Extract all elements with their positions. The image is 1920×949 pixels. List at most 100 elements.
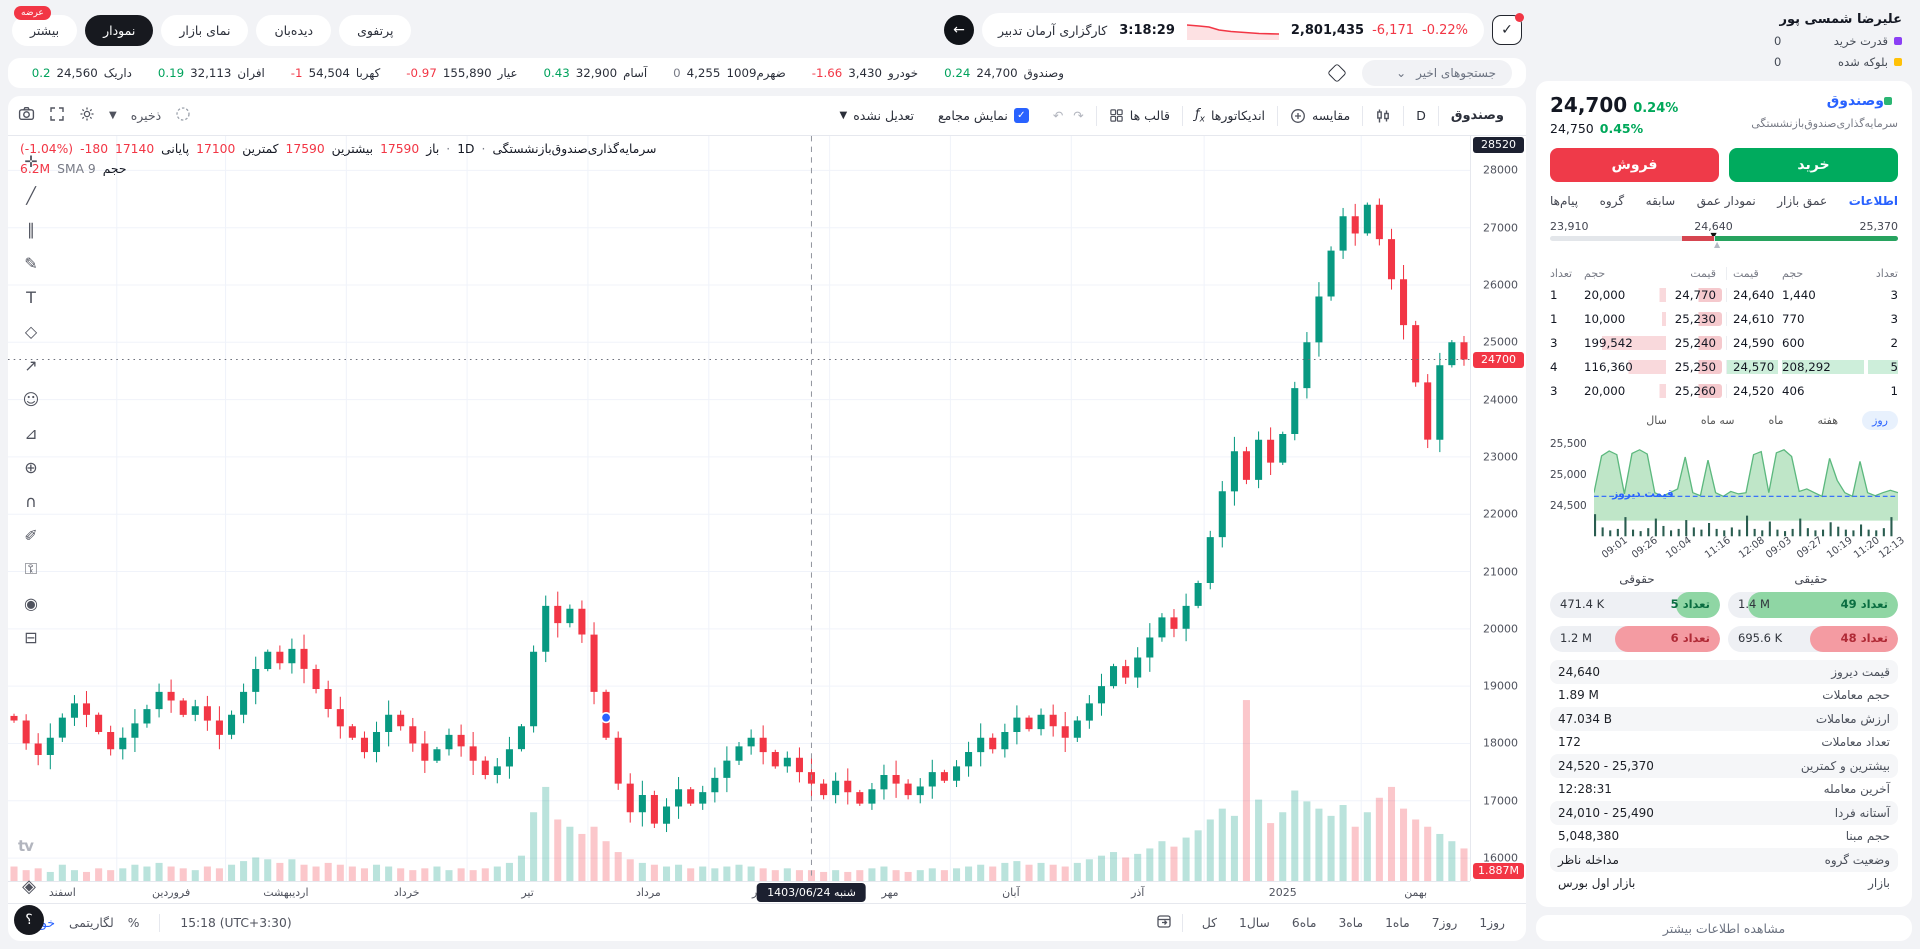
chart-symbol[interactable]: وصندوق (1450, 108, 1504, 123)
order-book-row[interactable]: 3 1,440 24,640 24,770 20,000 1 (1550, 283, 1898, 307)
fullscreen-icon[interactable] (49, 106, 65, 126)
parallel-channel-icon[interactable]: ∥ (27, 219, 35, 239)
adjustment-dropdown[interactable]: تعدیل نشده ▼ (839, 108, 914, 123)
period-tab-ماه[interactable]: ماه (1768, 414, 1784, 427)
compare-button[interactable]: مقایسه (1278, 96, 1362, 135)
buy-price: 24,570 (1726, 360, 1778, 374)
range-1روز[interactable]: 1روز (1479, 915, 1505, 930)
save-layout-button[interactable]: ذخیره (130, 108, 162, 123)
month-label-11: بهمن (1404, 886, 1428, 899)
chart-type-icon[interactable] (1363, 96, 1403, 135)
ticker-item[interactable]: ضهرم1009 4,255 0 (673, 66, 786, 80)
ticker-symbol: خودرو (888, 66, 919, 80)
indicators-button[interactable]: اندیکاتورها ƒx (1195, 106, 1266, 125)
main-chart[interactable]: سرمایه‌گذاری‌صندوق‌بازنشستگی · 1D · باز 175… (8, 136, 1470, 881)
ticker-item[interactable]: آسام 32,900 0.43 (544, 66, 648, 80)
notifications-check-icon[interactable]: ✓ (1492, 13, 1524, 45)
order-book-row[interactable]: 5 208,292 24,570 25,250 116,360 4 (1550, 355, 1898, 379)
footer-clock[interactable]: 15:18 (UTC+3:30) (180, 915, 292, 930)
panel-tab-گروه[interactable]: گروه (1599, 194, 1625, 208)
tradingview-logo[interactable]: tv (18, 837, 34, 855)
ticker-item[interactable]: عیار 155,890 -0.97 (406, 66, 517, 80)
range-1سال[interactable]: 1سال (1239, 915, 1270, 930)
brush-icon[interactable]: ✎ (24, 253, 38, 273)
percent-scale-button[interactable]: % (127, 915, 140, 930)
trend-line-icon[interactable]: ╱ (26, 185, 36, 205)
goto-date-icon[interactable] (1156, 913, 1172, 932)
recent-searches-dropdown[interactable]: جستجوهای اخیر ⌄ (1362, 60, 1512, 86)
gear-chevron-icon[interactable]: ▼ (109, 110, 117, 121)
ticker-symbol: کهربا (355, 66, 381, 80)
ticker-item[interactable]: داریک 24,560 0.2 (32, 66, 132, 80)
nav-tab-نمای بازار[interactable]: نمای بازار (161, 14, 249, 46)
camera-icon[interactable] (18, 105, 35, 126)
range-1ماه[interactable]: 1ماه (1385, 915, 1410, 930)
period-tab-روز[interactable]: روز (1862, 411, 1898, 430)
intraday-x-tick: 11:16 (1703, 535, 1734, 561)
panel-tab-عمق بازار[interactable]: عمق بازار (1777, 194, 1828, 208)
exit-icon[interactable]: ← (943, 15, 974, 45)
redo-icon[interactable]: ↷ (1073, 108, 1084, 123)
range-کل[interactable]: کل (1201, 915, 1218, 930)
magnet-icon[interactable]: ∩ (25, 491, 37, 511)
forecast-icon[interactable]: ↗ (24, 355, 38, 375)
order-book-row[interactable]: 3 770 24,610 25,230 10,000 1 (1550, 307, 1898, 331)
price-axis[interactable]: 16000 17000 18000 19000 20000 21000 22000 23000… (1470, 136, 1526, 881)
panel-tab-اطلاعات[interactable]: اطلاعات (1848, 194, 1898, 208)
trash-icon[interactable]: ⊟ (24, 627, 38, 647)
help-button[interactable]: ؟ (14, 905, 44, 935)
diamond-icon[interactable] (1327, 63, 1347, 83)
period-tab-هفته[interactable]: هفته (1817, 414, 1839, 427)
range-3ماه[interactable]: 3ماه (1338, 915, 1364, 930)
period-tab-سه ماه[interactable]: سه ماه (1700, 414, 1735, 427)
sell-button[interactable]: فروش (1550, 148, 1719, 182)
range-6ماه[interactable]: 6ماه (1291, 915, 1317, 930)
zoom-icon[interactable]: ⊕ (24, 457, 38, 477)
time-axis[interactable]: شنبه 1403/06/24 اسفند فروردین اردیبهشت خردا… (8, 881, 1470, 903)
range-bar (1550, 236, 1898, 241)
sell-price: 25,250 (1670, 360, 1722, 374)
range-7روز[interactable]: 7روز (1431, 915, 1458, 930)
blocked-value: 0 (1774, 55, 1782, 69)
price-block: 24,700 0.24% 24,750 0.45% (1550, 93, 1678, 136)
nav-tab-دیده‌بان[interactable]: دیده‌بان (256, 14, 332, 46)
replay-icon[interactable] (175, 106, 191, 126)
range-marker-icon: ▼ (1694, 232, 1733, 240)
panel-tab-سابقه[interactable]: سابقه (1645, 194, 1676, 208)
chevron-down-icon: ⌄ (1396, 66, 1407, 80)
layers-icon[interactable]: ◈ (22, 876, 36, 897)
buy-button[interactable]: خرید (1729, 148, 1898, 182)
templates-button[interactable]: قالب ها (1097, 96, 1182, 135)
price-tick: 20000 (1483, 622, 1518, 636)
ticker-item[interactable]: کهربا 54,504 -1 (291, 66, 381, 80)
undo-icon[interactable]: ↶ (1052, 108, 1064, 123)
edit-icon[interactable]: ✐ (24, 525, 38, 545)
eye-icon[interactable]: ◉ (24, 593, 38, 613)
nav-tab-نمودار[interactable]: نمودار (85, 14, 154, 46)
interval-button[interactable]: D (1416, 108, 1426, 123)
panel-tab-نمودار عمق[interactable]: نمودار عمق (1696, 194, 1756, 208)
log-scale-button[interactable]: لگاریتمی (68, 915, 114, 930)
panel-tab-پیام‌ها[interactable]: پیام‌ها (1550, 194, 1579, 208)
ticker-item[interactable]: افران 32,113 0.19 (158, 66, 265, 80)
ruler-icon[interactable]: ⊿ (24, 423, 38, 443)
lock-icon[interactable]: ⚿ (24, 559, 38, 578)
ticker-change: 0 (673, 66, 681, 80)
more-info-link[interactable]: مشاهده اطلاعات بیشتر (1536, 915, 1912, 941)
xabcd-pattern-icon[interactable]: ◇ (24, 321, 38, 341)
text-icon[interactable]: T (26, 287, 36, 307)
ticker-item[interactable]: خودرو 3,430 -1.66 (812, 66, 918, 80)
nav-tab-بیشتر[interactable]: بیشتر عرضه (12, 5, 78, 46)
ticker-item[interactable]: وصندوق 24,700 0.24 (944, 66, 1064, 80)
crosshair-icon[interactable]: ✛ (24, 151, 38, 171)
legal-header: حقوقی (1619, 572, 1655, 586)
nav-tab-پرتفوی[interactable]: پرتفوی (339, 14, 412, 46)
emoji-icon[interactable]: ☺ (22, 389, 40, 409)
order-book-row[interactable]: 2 600 24,590 25,240 199,542 3 (1550, 331, 1898, 355)
period-tab-سال[interactable]: سال (1646, 414, 1667, 427)
show-meetings-toggle[interactable]: ✓ نمایش مجامع (926, 96, 1041, 135)
order-book-row[interactable]: 1 406 24,520 25,260 20,000 3 (1550, 379, 1898, 403)
intraday-chart[interactable]: قیمت دیروز (1593, 434, 1901, 538)
settings-gear-icon[interactable] (79, 106, 95, 126)
symbol-name[interactable]: وصندوق (1751, 93, 1898, 109)
